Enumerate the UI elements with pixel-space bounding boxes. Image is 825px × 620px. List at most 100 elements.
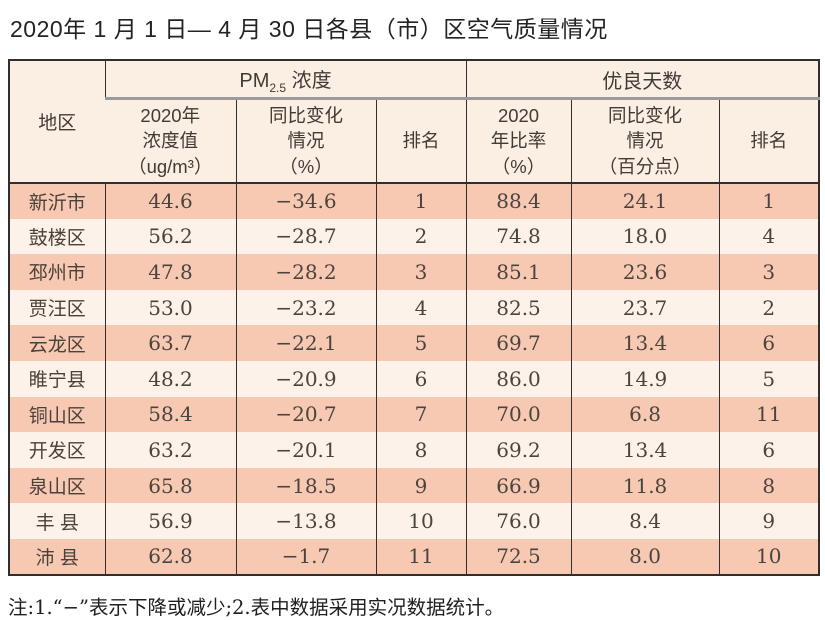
days-change-cell: 23.6 <box>570 254 720 290</box>
days-rank-cell: 11 <box>718 396 820 433</box>
days-change-cell: 18.0 <box>570 218 720 255</box>
days-rank-cell: 1 <box>718 183 820 219</box>
pm-label-prefix: PM <box>239 69 270 92</box>
pm-rank-cell: 3 <box>375 254 467 290</box>
days-rate-cell: 85.1 <box>465 254 572 290</box>
table-row: 沛 县 62.8 −1.7 11 72.5 8.0 10 <box>9 538 820 575</box>
pm-change-cell: −22.1 <box>235 325 376 361</box>
table-row: 睢宁县 48.2 −20.9 6 86.0 14.9 5 <box>9 360 820 397</box>
days-rank-cell: 6 <box>718 432 820 468</box>
region-cell: 邳州市 <box>9 254 105 290</box>
days-rank-cell: 9 <box>718 503 820 539</box>
region-column-header-label: 地区 <box>38 113 77 134</box>
pm-group-header: PM2.5 浓度 <box>104 60 467 100</box>
table-row: 云龙区 63.7 −22.1 5 69.7 13.4 6 <box>9 325 820 361</box>
pm-change-cell: −18.5 <box>235 467 376 504</box>
days-change-cell: 8.4 <box>570 503 720 539</box>
days-rank-cell: 2 <box>718 289 820 326</box>
days-rate-cell: 69.2 <box>465 432 572 468</box>
region-cell: 泉山区 <box>9 467 105 504</box>
pm-value-cell: 48.2 <box>104 360 236 397</box>
days-change-cell: 6.8 <box>570 396 720 433</box>
region-cell: 铜山区 <box>9 396 105 433</box>
pm-change-cell: −20.7 <box>235 396 376 433</box>
pm-change-cell: −23.2 <box>235 289 376 326</box>
pm-rank-cell: 1 <box>375 183 467 219</box>
days-rate-cell: 72.5 <box>465 538 572 575</box>
days-change-cell: 13.4 <box>570 432 720 468</box>
region-cell: 睢宁县 <box>9 360 105 397</box>
table-body: 新沂市 44.6 −34.6 1 88.4 24.1 1 鼓楼区 56.2 −28.7 2 74.8 1… <box>9 183 820 575</box>
pm-label-suffix: 浓度 <box>286 69 332 92</box>
pm-rank-cell: 2 <box>375 218 467 255</box>
pm-change-cell: −1.7 <box>235 538 376 575</box>
group-header-row: 地区 PM2.5 浓度 优良天数 <box>9 60 820 184</box>
pm-change-cell: −13.8 <box>235 503 376 539</box>
region-cell: 云龙区 <box>9 325 105 361</box>
footnote: 注:1.“−”表示下降或减少;2.表中数据采用实况数据统计。 <box>8 595 505 619</box>
pm-value-cell: 56.9 <box>104 503 236 539</box>
pm-change-cell: −34.6 <box>235 183 376 219</box>
pm-value-cell: 58.4 <box>104 396 236 433</box>
days-rank-cell: 4 <box>718 218 820 255</box>
table-row: 贾汪区 53.0 −23.2 4 82.5 23.7 2 <box>9 289 820 326</box>
table-row: 铜山区 58.4 −20.7 7 70.0 6.8 11 <box>9 396 820 433</box>
pm-change-cell: −20.9 <box>235 360 376 397</box>
pm-value-cell: 56.2 <box>104 218 236 255</box>
table-row: 鼓楼区 56.2 −28.7 2 74.8 18.0 4 <box>9 218 820 255</box>
days-rank-cell: 10 <box>718 538 820 575</box>
table-row: 邳州市 47.8 −28.2 3 85.1 23.6 3 <box>9 254 820 290</box>
table-row: 开发区 63.2 −20.1 8 69.2 13.4 6 <box>9 432 820 468</box>
days-rate-cell: 88.4 <box>465 183 572 219</box>
pm-change-cell: −28.2 <box>235 254 376 290</box>
region-cell: 开发区 <box>9 432 105 468</box>
pm-rank-cell: 5 <box>375 325 467 361</box>
region-column-header: 地区 <box>9 60 105 184</box>
days-rank-header: 排名 <box>718 98 820 184</box>
region-cell: 沛 县 <box>9 538 105 575</box>
pm-value-cell: 63.2 <box>104 432 236 468</box>
pm-value-cell: 53.0 <box>104 289 236 326</box>
table-row: 新沂市 44.6 −34.6 1 88.4 24.1 1 <box>9 183 820 219</box>
pm-label-subscript: 2.5 <box>269 80 287 95</box>
pm-rank-cell: 8 <box>375 432 467 468</box>
pm-change-cell: −28.7 <box>235 218 376 255</box>
pm-rank-cell: 9 <box>375 467 467 504</box>
days-rate-cell: 69.7 <box>465 325 572 361</box>
days-change-cell: 14.9 <box>570 360 720 397</box>
pm-rank-cell: 4 <box>375 289 467 326</box>
region-cell: 丰 县 <box>9 503 105 539</box>
pm-change-cell: −20.1 <box>235 432 376 468</box>
air-quality-table: 地区 PM2.5 浓度 优良天数 2020年 浓度值 （ug/m³） 同比变化 … <box>8 59 821 576</box>
sub-header-row: 2020年 浓度值 （ug/m³） 同比变化 情况 （%） 排名 2020 年比… <box>9 98 820 184</box>
table-row: 丰 县 56.9 −13.8 10 76.0 8.4 9 <box>9 503 820 539</box>
pm-rank-cell: 11 <box>375 538 467 575</box>
region-cell: 新沂市 <box>9 183 105 219</box>
days-rank-cell: 6 <box>718 325 820 361</box>
pm-value-header: 2020年 浓度值 （ug/m³） <box>105 98 236 184</box>
region-cell: 贾汪区 <box>9 289 105 326</box>
table-row: 泉山区 65.8 −18.5 9 66.9 11.8 8 <box>9 467 820 504</box>
pm-value-cell: 62.8 <box>104 538 236 575</box>
good-days-group-header: 优良天数 <box>465 60 820 100</box>
days-rate-cell: 86.0 <box>465 360 572 397</box>
pm-value-cell: 44.6 <box>104 183 236 219</box>
pm-value-cell: 47.8 <box>104 254 236 290</box>
page-title: 2020年 1 月 1 日— 4 月 30 日各县（市）区空气质量情况 <box>10 16 608 42</box>
days-rank-cell: 5 <box>718 360 820 397</box>
days-change-cell: 11.8 <box>570 467 720 504</box>
pm-rank-header: 排名 <box>375 98 467 184</box>
days-rate-cell: 70.0 <box>465 396 572 433</box>
region-cell: 鼓楼区 <box>9 218 105 255</box>
days-rate-cell: 76.0 <box>465 503 572 539</box>
days-rank-cell: 3 <box>718 254 820 290</box>
days-rate-cell: 74.8 <box>465 218 572 255</box>
days-change-cell: 24.1 <box>570 183 720 219</box>
days-change-cell: 8.0 <box>570 538 720 575</box>
pm-rank-cell: 7 <box>375 396 467 433</box>
pm-rank-cell: 10 <box>375 503 467 539</box>
pm-change-header: 同比变化 情况 （%） <box>235 98 376 184</box>
days-rate-cell: 82.5 <box>465 289 572 326</box>
days-change-header: 同比变化 情况 （百分点） <box>570 98 720 184</box>
pm-value-cell: 63.7 <box>104 325 236 361</box>
